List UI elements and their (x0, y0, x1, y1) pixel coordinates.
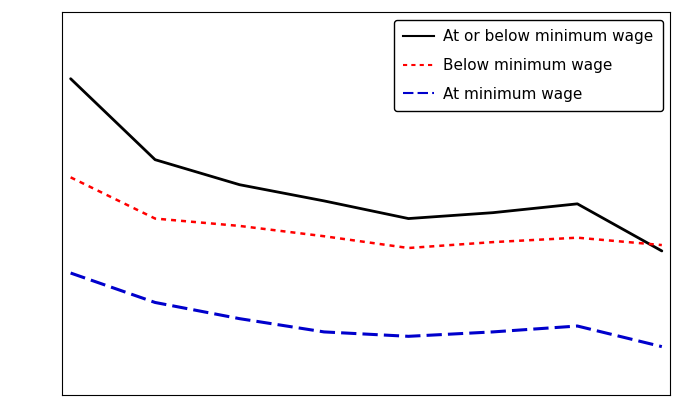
At or below minimum wage (658, 248, 666, 253)
Below minimum wage (236, 223, 244, 228)
At minimum wage (489, 329, 497, 334)
Line: At or below minimum wage: At or below minimum wage (70, 79, 662, 251)
At or below minimum wage (574, 201, 582, 206)
Line: Below minimum wage: Below minimum wage (70, 177, 662, 248)
Below minimum wage (489, 240, 497, 245)
At minimum wage (66, 270, 75, 275)
Line: At minimum wage: At minimum wage (70, 273, 662, 347)
At minimum wage (151, 300, 159, 305)
Below minimum wage (151, 216, 159, 221)
At or below minimum wage (151, 157, 159, 162)
Below minimum wage (658, 243, 666, 248)
At minimum wage (236, 316, 244, 321)
At minimum wage (658, 344, 666, 349)
At or below minimum wage (404, 216, 413, 221)
At minimum wage (404, 334, 413, 339)
Below minimum wage (320, 234, 328, 239)
At minimum wage (574, 324, 582, 329)
At or below minimum wage (320, 198, 328, 203)
At or below minimum wage (66, 76, 75, 81)
Below minimum wage (66, 175, 75, 180)
Legend: At or below minimum wage, Below minimum wage, At minimum wage: At or below minimum wage, Below minimum … (395, 20, 663, 111)
At or below minimum wage (236, 182, 244, 187)
At or below minimum wage (489, 210, 497, 215)
Below minimum wage (574, 235, 582, 240)
At minimum wage (320, 329, 328, 334)
Below minimum wage (404, 245, 413, 250)
